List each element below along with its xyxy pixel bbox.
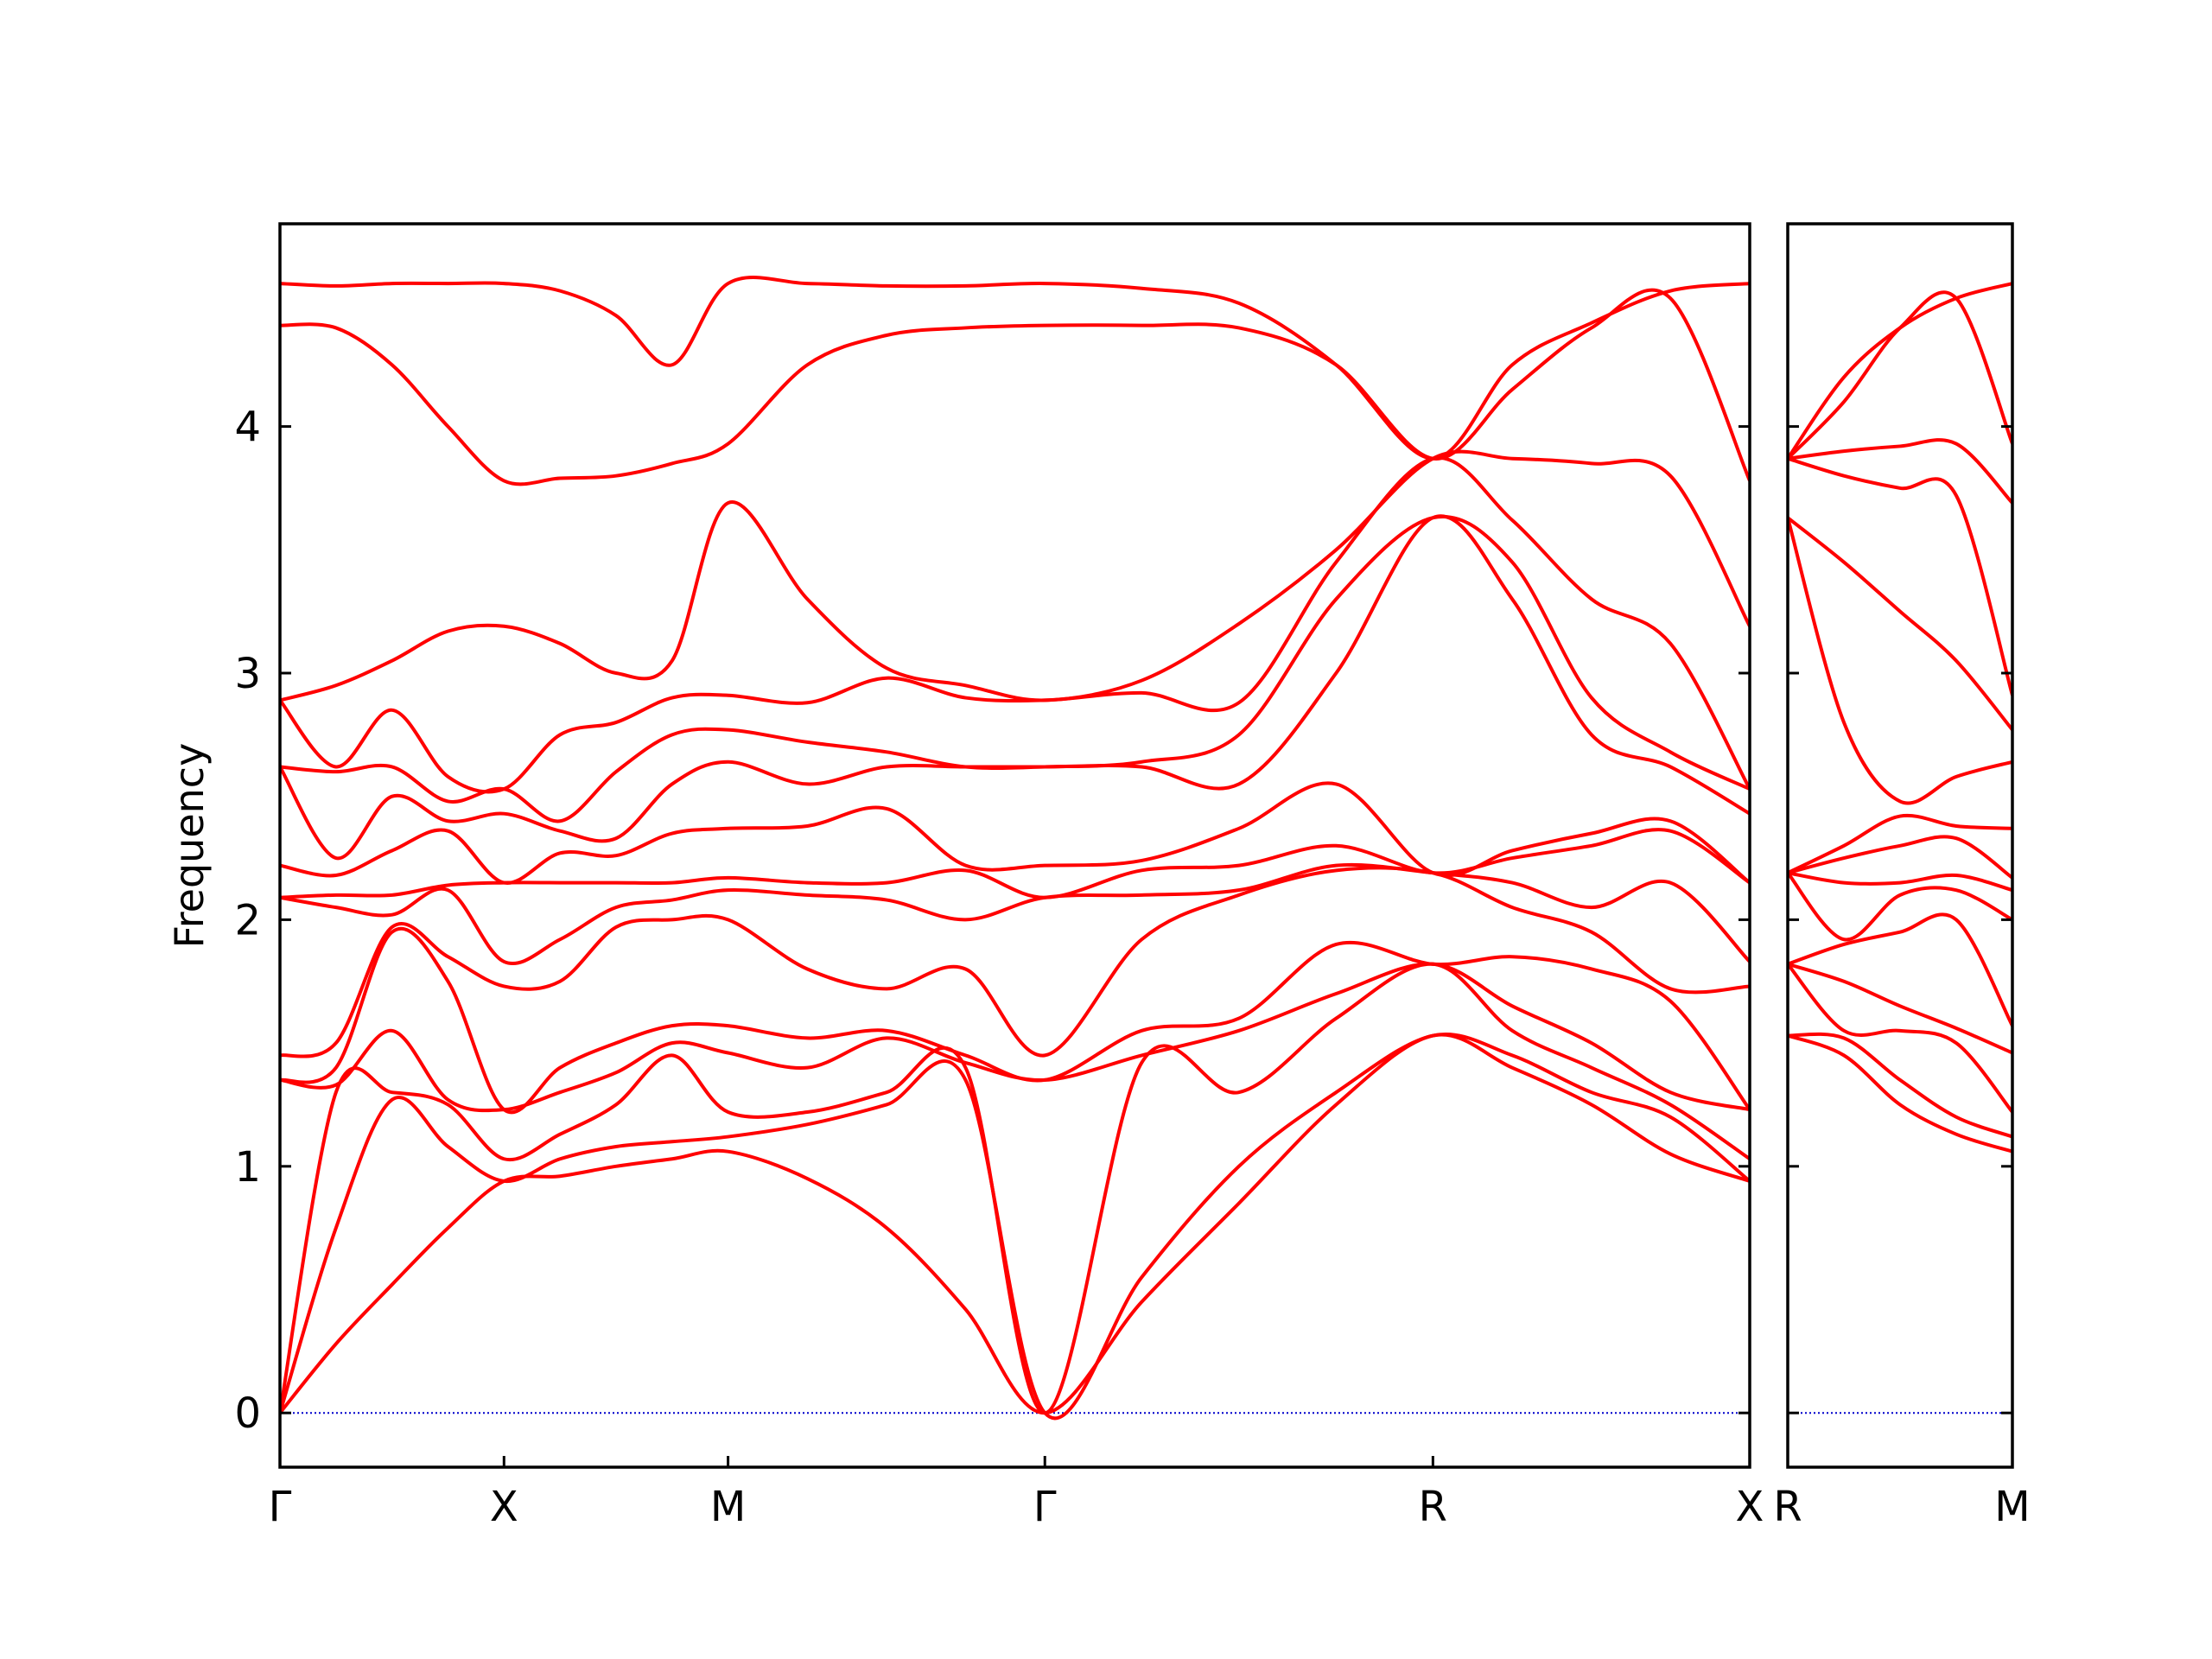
y-tick-label: 4 (234, 404, 261, 452)
band-line (1788, 963, 2012, 1114)
band-line (280, 962, 1750, 1415)
band-line (1788, 835, 2012, 880)
band-line (280, 962, 1750, 1113)
y-tick-label: 3 (234, 650, 261, 698)
y-tick-label: 0 (234, 1389, 261, 1438)
x-tick-label: Γ (269, 1483, 292, 1531)
axes-frame (278, 222, 1751, 1469)
band-line (280, 926, 1750, 1115)
band-line (1788, 516, 2012, 731)
x-tick-label: R (1773, 1483, 1802, 1531)
band-line (280, 514, 1750, 861)
band-line (280, 1033, 1750, 1421)
band-line (280, 1033, 1750, 1415)
x-tick-label: X (490, 1483, 518, 1531)
band-line (280, 449, 1750, 702)
band-line (280, 276, 1750, 461)
band-line (1788, 290, 2012, 461)
x-tick-label: Γ (1033, 1483, 1057, 1531)
y-axis-label: Frequency (166, 743, 213, 949)
band-line (1788, 456, 2012, 696)
band-line (280, 455, 1750, 794)
band-line (280, 781, 1750, 885)
band-line (1788, 438, 2012, 505)
x-tick-label: M (1994, 1483, 2030, 1531)
band-line (1788, 282, 2012, 460)
band-line (1788, 813, 2012, 874)
band-line (1788, 871, 2012, 942)
band-line (1788, 962, 2012, 1055)
band-line (1788, 871, 2012, 893)
band-line (1788, 1033, 2012, 1154)
y-tick-label: 2 (234, 896, 261, 944)
x-tick-label: R (1419, 1483, 1447, 1531)
x-tick-label: X (1736, 1483, 1764, 1531)
y-tick-label: 1 (234, 1143, 261, 1192)
band-line (280, 828, 1750, 899)
band-line (1788, 517, 2012, 805)
band-line (280, 862, 1750, 965)
axes-frame (1786, 222, 2014, 1469)
band-line (280, 515, 1750, 823)
band-line (1788, 1032, 2012, 1139)
x-tick-label: M (710, 1483, 746, 1531)
band-line (1788, 912, 2012, 1027)
band-line (280, 866, 1750, 1058)
band-line (280, 288, 1750, 486)
